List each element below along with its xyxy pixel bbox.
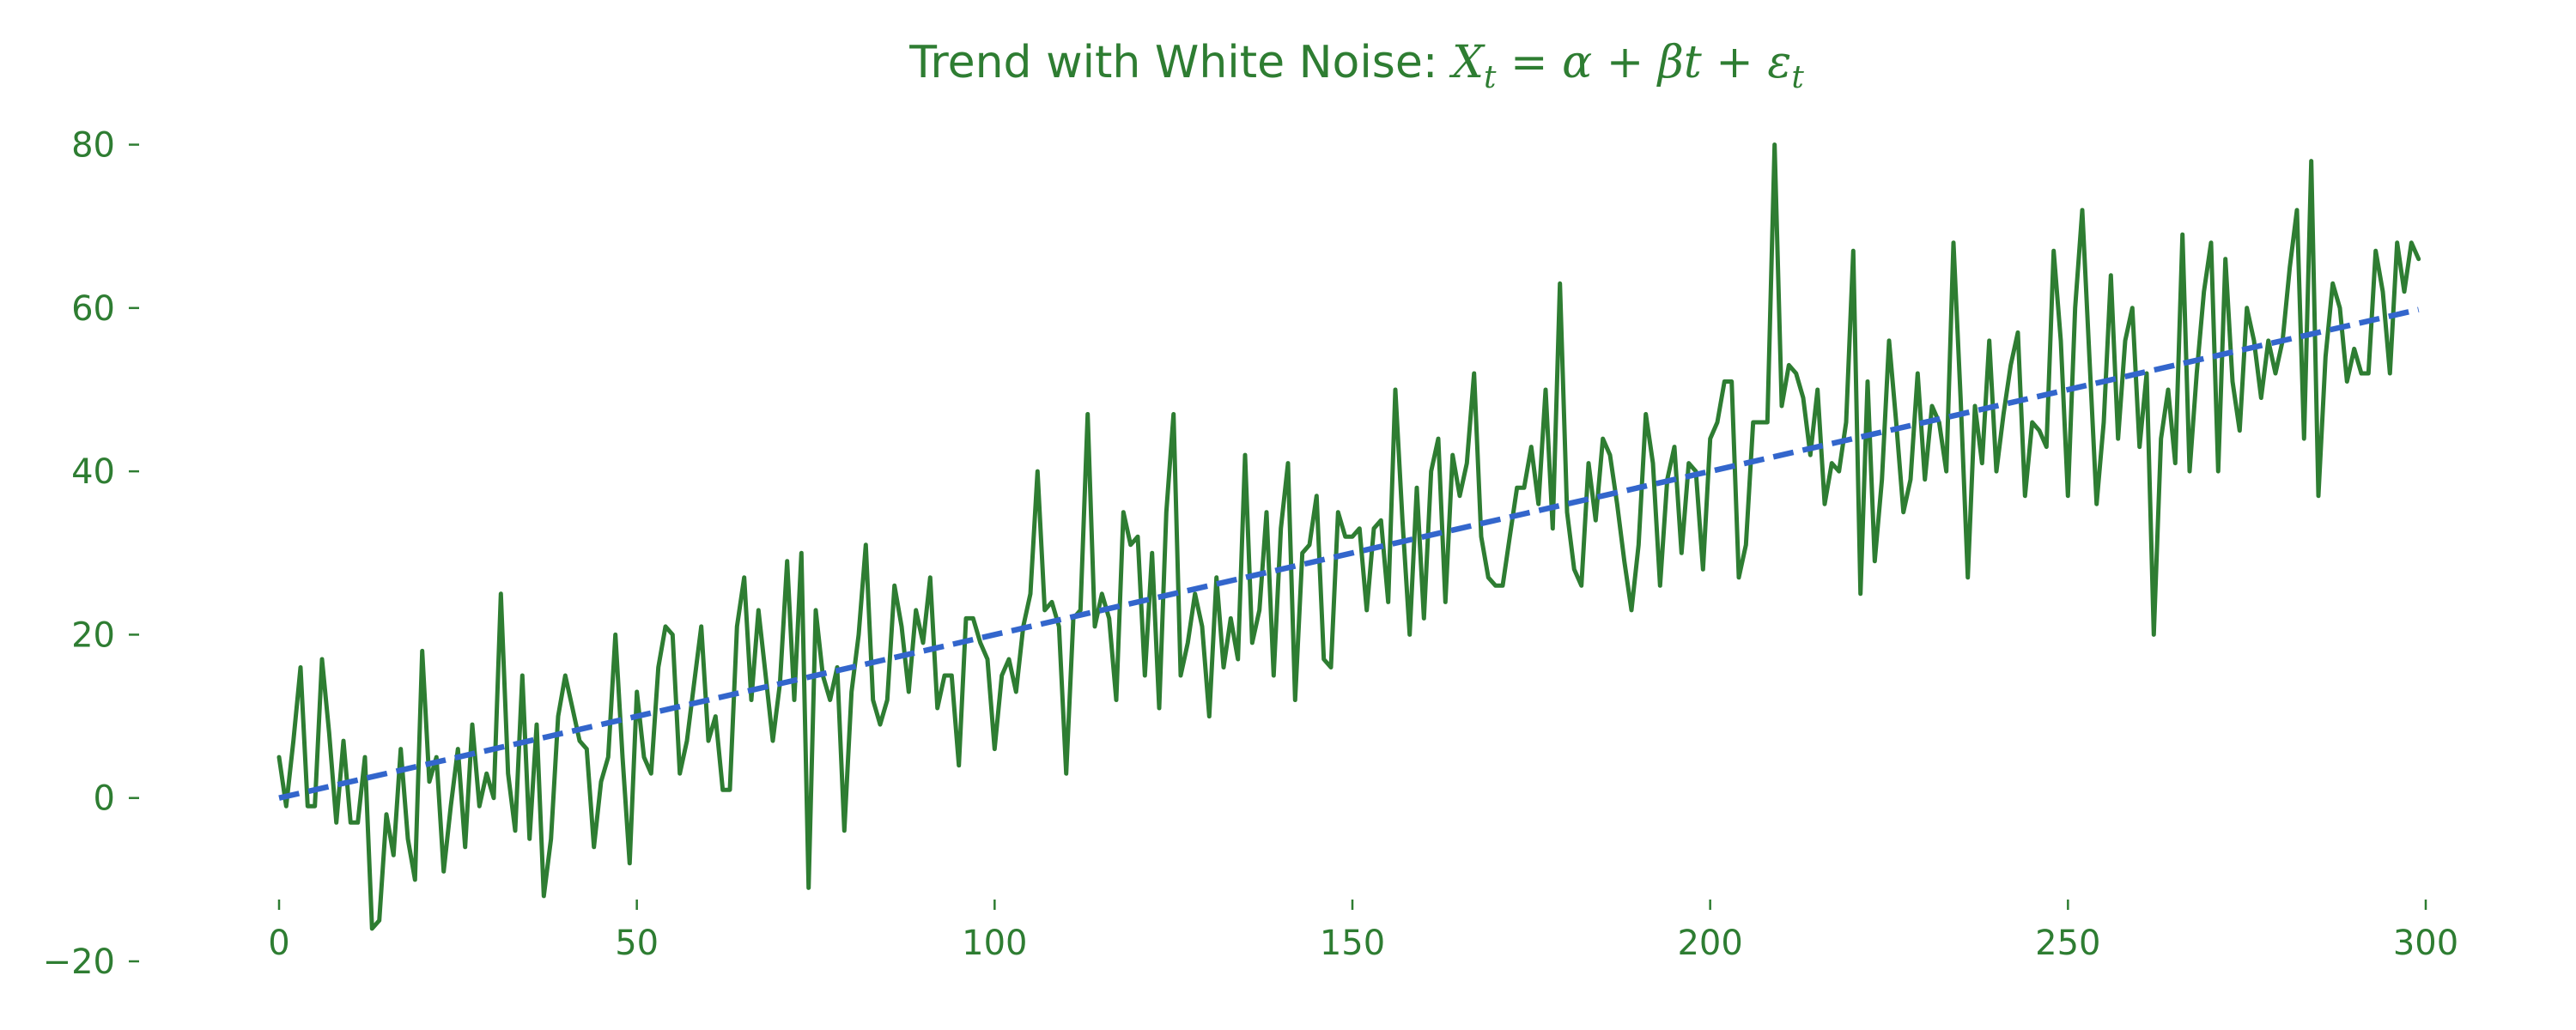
title-var-sub: t — [1484, 60, 1497, 95]
x-tick-label: 150 — [1320, 924, 1385, 963]
title-prefix: Trend with White Noise: — [908, 37, 1452, 88]
noise-series-line — [276, 142, 2421, 931]
y-tick-label: 40 — [71, 452, 115, 492]
x-tick-label: 200 — [1677, 924, 1742, 963]
x-axis: 0 50 100 150 200 250 300 — [268, 900, 2458, 963]
x-tick-label: 50 — [615, 924, 659, 963]
title-eps-sub: t — [1791, 60, 1804, 95]
y-tick-label: 60 — [71, 289, 115, 329]
y-tick-label: 20 — [71, 615, 115, 655]
y-tick-label: −20 — [43, 942, 115, 982]
title-equation: = α + βt + ε — [1496, 37, 1791, 88]
plot-area — [276, 142, 2421, 931]
x-tick-label: 100 — [962, 924, 1027, 963]
x-tick-label: 0 — [268, 924, 289, 963]
trend-line — [278, 306, 2420, 801]
y-tick-label: 80 — [71, 126, 115, 166]
y-tick-label: 0 — [94, 779, 115, 819]
x-tick-label: 250 — [2035, 924, 2100, 963]
chart-title: Trend with White Noise: Xt = α + βt + εt — [908, 37, 1804, 95]
title-var: X — [1449, 37, 1485, 88]
y-axis: −20 0 20 40 60 80 — [43, 126, 139, 982]
x-tick-label: 300 — [2393, 924, 2458, 963]
